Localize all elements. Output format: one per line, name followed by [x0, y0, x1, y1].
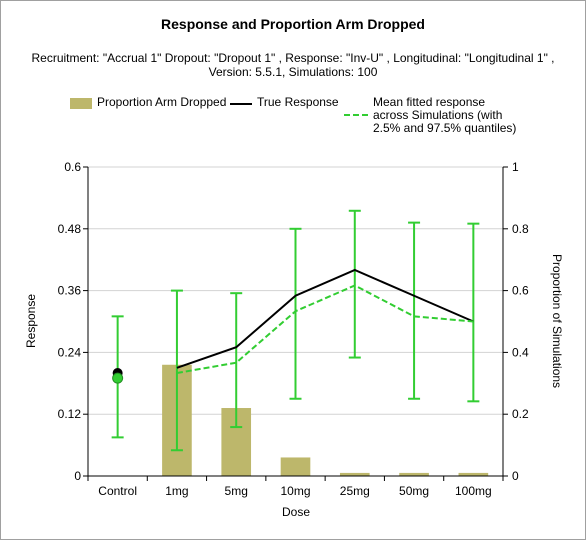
y-tick-label: 0	[74, 469, 81, 483]
true-response-line	[176, 268, 474, 369]
chart-title: Response and Proportion Arm Dropped	[161, 16, 425, 32]
legend-true-label: True Response	[257, 95, 339, 109]
chart-subtitle: Recruitment: "Accrual 1" Dropout: "Dropo…	[31, 51, 555, 79]
x-tick-label: 25mg	[340, 484, 370, 498]
x-tick-label: 50mg	[399, 484, 429, 498]
fitted-response-line	[176, 284, 474, 374]
y-tick-label: 0.12	[58, 407, 82, 421]
y-tick-label: 0.6	[64, 160, 81, 174]
legend-true-swatch	[230, 103, 252, 105]
y-axis-label: Response	[24, 294, 38, 348]
y2-tick-label: 0	[512, 469, 519, 483]
y-tick-label: 0.36	[58, 284, 82, 298]
y-tick-label: 0.48	[58, 222, 82, 236]
y2-tick-label: 0.6	[512, 284, 529, 298]
legend-bar-label: Proportion Arm Dropped	[97, 95, 227, 109]
x-tick-label: 5mg	[225, 484, 248, 498]
bar-proportion-dropped	[339, 472, 370, 476]
bar-proportion-dropped	[458, 472, 489, 476]
y2-tick-label: 0.8	[512, 222, 529, 236]
legend-bar-swatch	[70, 98, 92, 109]
x-tick-label: 1mg	[165, 484, 188, 498]
x-tick-label: 100mg	[455, 484, 492, 498]
bar-proportion-dropped	[399, 472, 429, 476]
legend-fitted-label: Mean fitted response across Simulations …	[373, 95, 517, 135]
y2-tick-label: 1	[512, 160, 519, 174]
y2-tick-label: 0.2	[512, 407, 529, 421]
x-tick-label: 10mg	[280, 484, 310, 498]
bar-proportion-dropped	[280, 457, 311, 476]
y-tick-label: 0.24	[58, 345, 82, 359]
x-tick-label: Control	[98, 484, 137, 498]
y2-axis-label: Proportion of Simulations	[550, 254, 564, 388]
x-axis-label: Dose	[282, 505, 310, 519]
legend-fitted-swatch	[344, 114, 368, 116]
fitted-response-control-point	[112, 372, 124, 384]
y2-tick-label: 0.4	[512, 345, 529, 359]
